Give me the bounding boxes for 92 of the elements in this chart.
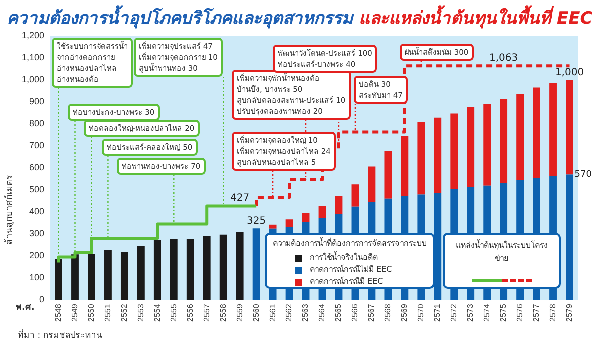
x-tick-label: 2576 bbox=[516, 304, 525, 322]
y-axis-title: ล้านลูกบาศก์เมตร bbox=[3, 175, 16, 245]
bar bbox=[286, 220, 294, 228]
y-tick-label: 200 bbox=[29, 250, 45, 261]
x-tick-label: 2560 bbox=[252, 304, 261, 322]
x-tick-label: 2562 bbox=[284, 304, 294, 322]
x-tick-label: 2566 bbox=[350, 304, 360, 322]
bar bbox=[220, 234, 228, 300]
legend-title: ความต้องการน้ำที่ต้องการการจัดสรรจากระบบ bbox=[273, 237, 427, 250]
bar bbox=[236, 232, 244, 300]
x-tick-label: 2579 bbox=[564, 304, 574, 322]
bar bbox=[418, 122, 426, 195]
legend-label: คาดการณ์กรณีไม่มี EEC bbox=[309, 264, 394, 276]
y-tick-label: 1,100 bbox=[22, 52, 45, 62]
x-tick-label: 2578 bbox=[548, 304, 558, 322]
legend-label: การใช้น้ำจริงในอดีต bbox=[309, 252, 379, 264]
legend-label: คาดการณ์กรณีมี EEC bbox=[309, 276, 384, 288]
x-tick-label: 2555 bbox=[169, 304, 178, 322]
x-tick-label: 2577 bbox=[532, 304, 541, 322]
bar bbox=[401, 136, 409, 197]
x-tick-label: 2574 bbox=[482, 304, 492, 322]
x-tick-label: 2572 bbox=[450, 304, 459, 322]
x-tick-label: 2570 bbox=[416, 304, 426, 322]
bar bbox=[170, 239, 178, 300]
x-tick-label: 2549 bbox=[70, 304, 80, 322]
bar bbox=[88, 254, 96, 300]
bar bbox=[516, 94, 524, 180]
bar bbox=[203, 236, 211, 300]
x-tick-label: 2561 bbox=[268, 304, 278, 322]
bar bbox=[55, 259, 62, 300]
bar bbox=[566, 80, 574, 175]
x-tick-label: 2558 bbox=[218, 304, 228, 322]
bar bbox=[120, 252, 128, 300]
y-tick-label: 900 bbox=[29, 96, 45, 107]
bar bbox=[384, 151, 392, 199]
y-tick-label: 800 bbox=[29, 118, 45, 129]
y-tick-label: 400 bbox=[29, 206, 45, 217]
bar bbox=[318, 206, 326, 218]
bar bbox=[335, 196, 343, 215]
y-tick-label: 1,200 bbox=[22, 30, 45, 40]
y-tick-label: 1,000 bbox=[22, 74, 45, 85]
bar bbox=[550, 83, 557, 176]
y-tick-label: 100 bbox=[29, 272, 45, 283]
bar bbox=[533, 88, 540, 178]
annotation: 427 bbox=[230, 192, 250, 204]
x-tick-label: 2554 bbox=[152, 304, 162, 322]
bar bbox=[269, 224, 277, 229]
bar bbox=[500, 99, 508, 184]
x-tick-label: 2551 bbox=[103, 304, 112, 322]
x-tick-label: 2564 bbox=[318, 304, 327, 322]
bar bbox=[104, 250, 112, 300]
x-tick-label: 2559 bbox=[235, 304, 244, 322]
bar bbox=[484, 104, 492, 186]
bar bbox=[302, 213, 310, 222]
annotation: 1,063 bbox=[490, 52, 518, 64]
y-tick-label: 300 bbox=[29, 228, 45, 239]
y-tick-label: 500 bbox=[29, 184, 45, 195]
x-tick-label: 2569 bbox=[400, 304, 410, 322]
x-tick-label: 2567 bbox=[367, 304, 376, 322]
x-tick-label: 2557 bbox=[202, 304, 212, 322]
bar bbox=[72, 254, 79, 300]
x-tick-label: 2568 bbox=[384, 304, 393, 322]
bar bbox=[467, 108, 475, 188]
bar bbox=[137, 246, 145, 300]
x-tick-label: 2565 bbox=[334, 304, 344, 322]
annotation: แหล่งน้ำต้นทุนในระบบโครงข่าย bbox=[455, 239, 549, 265]
y-tick-label: 700 bbox=[29, 140, 45, 151]
y-tick-label: 600 bbox=[29, 162, 45, 173]
x-tick-label: 2556 bbox=[186, 304, 195, 322]
x-tick-label: 2553 bbox=[136, 304, 146, 322]
x-tick-label: 2575 bbox=[499, 304, 508, 322]
text: ที่มา : กรมชลประทาน bbox=[18, 328, 102, 342]
bar bbox=[434, 118, 442, 193]
bar bbox=[566, 174, 574, 300]
annotation: 570 bbox=[574, 170, 592, 180]
x-axis-title: พ.ศ. bbox=[16, 302, 35, 314]
bar bbox=[368, 166, 376, 202]
x-tick-label: 2573 bbox=[466, 304, 476, 322]
bar bbox=[450, 114, 458, 190]
bar bbox=[252, 228, 260, 300]
total-label: 1,000 bbox=[555, 68, 584, 79]
bar bbox=[186, 238, 194, 300]
x-tick-label: 2563 bbox=[301, 304, 310, 322]
bar bbox=[352, 184, 360, 207]
legend-panel: แหล่งน้ำต้นทุนในระบบโครงข่าย bbox=[443, 233, 561, 289]
x-tick-label: 2550 bbox=[86, 304, 96, 322]
total-label: 325 bbox=[247, 216, 266, 228]
x-tick-label: 2571 bbox=[433, 304, 442, 322]
bar bbox=[154, 240, 162, 300]
x-tick-label: 2552 bbox=[120, 304, 129, 322]
y-tick-label: 0 bbox=[40, 294, 45, 305]
x-tick-label: 2548 bbox=[54, 304, 63, 322]
